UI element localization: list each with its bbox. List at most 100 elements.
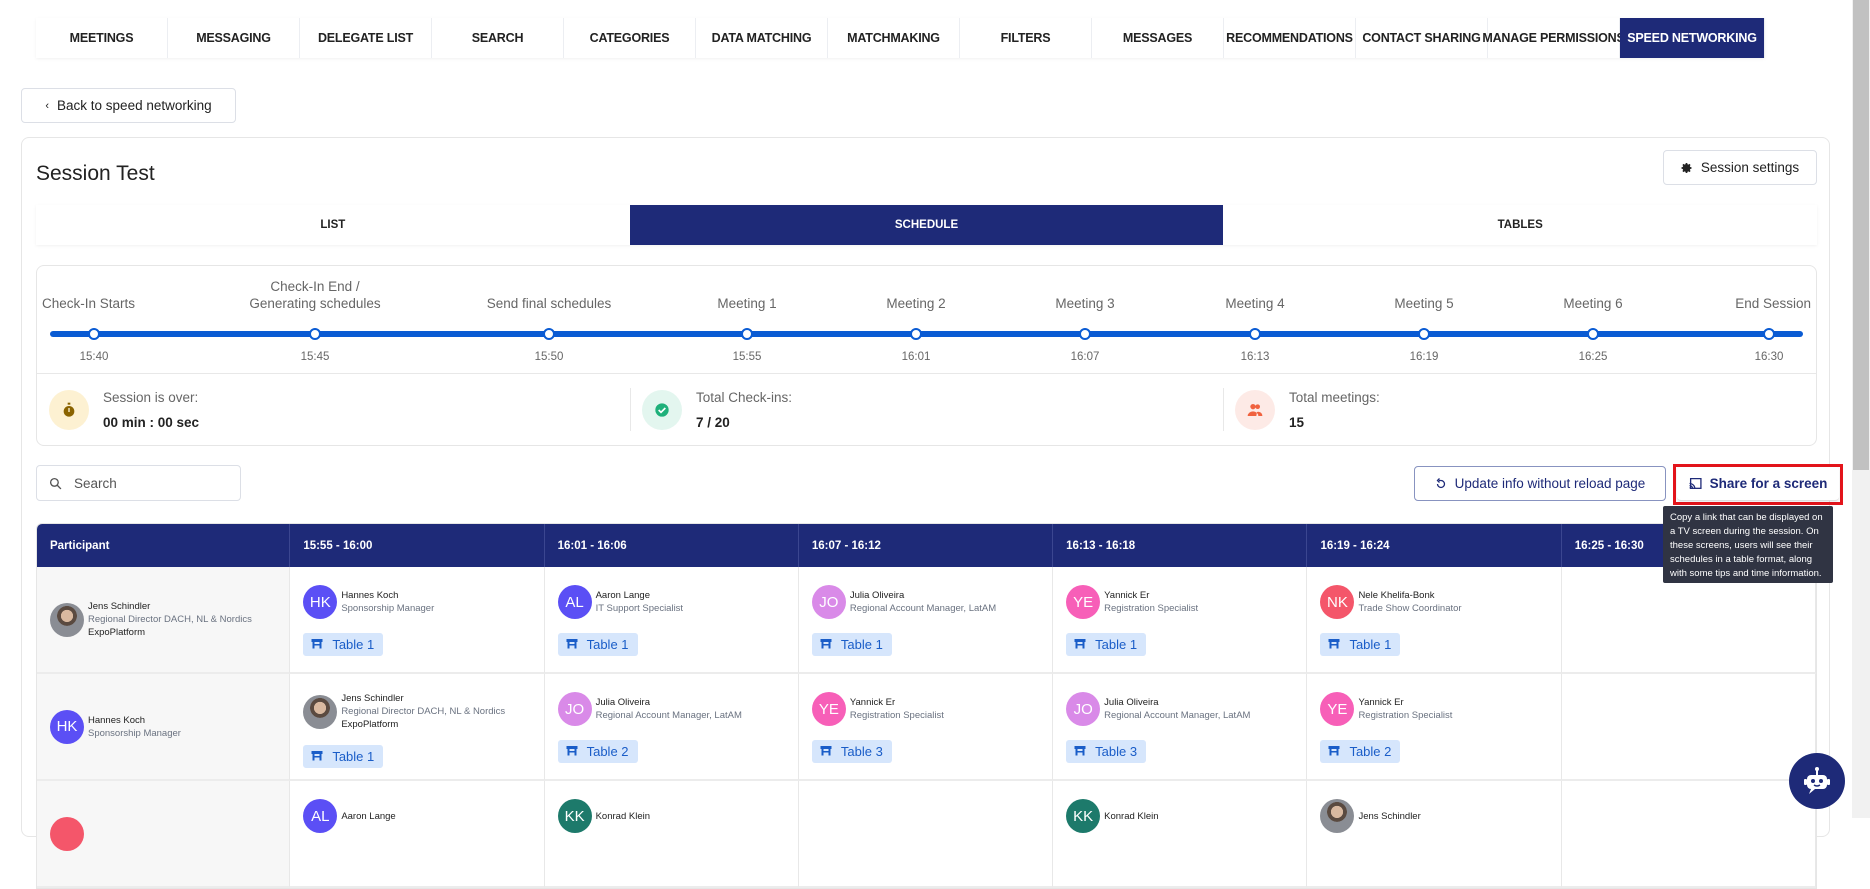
timeline-progress-bar <box>50 331 1803 337</box>
person[interactable]: YE Yannick Er Registration Specialist <box>1320 692 1560 726</box>
timeline-step-marker <box>1763 328 1775 340</box>
person[interactable]: JO Julia Oliveira Regional Account Manager… <box>811 585 1052 619</box>
person[interactable]: JO Julia Oliveira Regional Account Manager… <box>557 692 798 726</box>
column-header: 15:55 - 16:00 <box>290 524 545 567</box>
person-name: Jens Schindler <box>341 693 404 704</box>
timeline-step-marker <box>543 328 555 340</box>
nav-tab-contact-sharing[interactable]: CONTACT SHARING <box>1356 18 1488 58</box>
timeline-step-time: 16:01 <box>901 351 931 363</box>
avatar: HK <box>50 709 84 744</box>
table-chip[interactable]: Table 1 <box>1066 633 1147 656</box>
timeline-step-time: 16:07 <box>1070 351 1100 363</box>
timeline-step-marker <box>309 328 321 340</box>
person[interactable]: Jens Schindler <box>1320 799 1560 833</box>
nav-tab-categories[interactable]: CATEGORIES <box>564 18 696 58</box>
nav-tab-delegate-list[interactable]: DELEGATE LIST <box>300 18 432 58</box>
table-chip[interactable]: Table 1 <box>1320 633 1401 656</box>
meeting-cell: YE Yannick Er Registration Specialist Table… <box>1307 674 1562 781</box>
stopwatch-icon <box>49 389 89 430</box>
person[interactable]: AL Aaron Lange IT Support Specialist <box>557 585 798 619</box>
nav-tab-messaging[interactable]: MESSAGING <box>168 18 300 58</box>
search-input[interactable] <box>74 475 214 491</box>
column-header: 16:01 - 16:06 <box>544 524 799 567</box>
person-info: Nele Khelifa-Bonk Trade Show Coordinator <box>1358 589 1461 615</box>
meeting-cell <box>1561 567 1816 674</box>
person[interactable]: NK Nele Khelifa-Bonk Trade Show Coordinato… <box>1320 585 1560 619</box>
table-chip[interactable]: Table 1 <box>303 633 384 656</box>
person-role: Registration Specialist <box>849 710 944 721</box>
person[interactable] <box>50 816 88 851</box>
table-chip[interactable]: Table 3 <box>811 740 892 763</box>
nav-tab-matchmaking[interactable]: MATCHMAKING <box>828 18 960 58</box>
stat-label: Total meetings: <box>1289 389 1380 405</box>
table-label: Table 3 <box>1095 744 1138 759</box>
session-settings-button[interactable]: Session settings <box>1663 150 1817 185</box>
tab-tables[interactable]: TABLES <box>1223 205 1818 245</box>
table-chip[interactable]: Table 1 <box>811 633 892 656</box>
person[interactable]: JO Julia Oliveira Regional Account Manager… <box>1066 692 1306 726</box>
update-info-button[interactable]: Update info without reload page <box>1414 466 1666 501</box>
person-role: Regional Director DACH, NL & Nordics <box>88 614 252 625</box>
nav-tab-data-matching[interactable]: DATA MATCHING <box>696 18 828 58</box>
nav-tab-speed-networking[interactable]: SPEED NETWORKING <box>1620 18 1765 58</box>
table-label: Table 1 <box>840 637 883 652</box>
person[interactable]: YE Yannick Er Registration Specialist <box>1066 585 1306 619</box>
avatar <box>50 816 84 851</box>
table-chip[interactable]: Table 2 <box>557 740 638 763</box>
table-icon <box>566 637 578 652</box>
person-info: Yannick Er Registration Specialist <box>850 696 944 722</box>
person[interactable]: HK Hannes Koch Sponsorship Manager <box>50 709 181 744</box>
share-for-a-screen-button[interactable]: Share for a screen <box>1677 467 1839 501</box>
table-chip[interactable]: Table 1 <box>557 633 638 656</box>
person-role: Registration Specialist <box>1358 710 1453 721</box>
table-chip[interactable]: Table 3 <box>1066 740 1147 763</box>
top-navigation: MEETINGS MESSAGING DELEGATE LIST SEARCH CATE… <box>36 18 1765 58</box>
person-name: Konrad Klein <box>595 810 650 822</box>
users-icon <box>1235 389 1275 430</box>
person-company: ExpoPlatform <box>341 719 399 730</box>
person-info: Yannick Er Registration Specialist <box>1358 696 1452 722</box>
stat-label: Total Check-ins: <box>696 389 793 405</box>
person[interactable]: KK Konrad Klein <box>557 799 798 833</box>
avatar: JO <box>1066 692 1101 726</box>
back-to-speed-networking-button[interactable]: ‹ Back to speed networking <box>21 88 236 123</box>
person[interactable]: Jens Schindler Regional Director DACH, NL… <box>303 692 543 731</box>
tab-list[interactable]: LIST <box>36 205 630 245</box>
table-icon <box>1074 744 1086 759</box>
meeting-cell: JO Julia Oliveira Regional Account Manager… <box>798 567 1054 674</box>
tab-schedule[interactable]: SCHEDULE <box>629 205 1224 245</box>
person[interactable]: HK Hannes Koch Sponsorship Manager <box>303 585 543 619</box>
nav-tab-manage-permissions[interactable]: MANAGE PERMISSIONS <box>1482 18 1625 58</box>
scrollbar-thumb[interactable] <box>1853 0 1869 470</box>
person[interactable]: Jens Schindler Regional Director DACH, NL… <box>50 600 252 639</box>
nav-tab-search[interactable]: SEARCH <box>432 18 564 58</box>
avatar: YE <box>1066 585 1101 619</box>
person-name: Yannick Er <box>1358 697 1404 708</box>
nav-tab-recommendations[interactable]: RECOMMENDATIONS <box>1224 18 1356 58</box>
person-info: Jens Schindler <box>1358 810 1420 823</box>
table-chip[interactable]: Table 1 <box>303 745 384 768</box>
person[interactable]: KK Konrad Klein <box>1066 799 1306 833</box>
person[interactable]: YE Yannick Er Registration Specialist <box>811 692 1052 726</box>
person[interactable]: AL Aaron Lange <box>303 799 543 833</box>
avatar <box>1320 799 1355 833</box>
table-icon <box>820 744 832 759</box>
column-header: 16:19 - 16:24 <box>1307 524 1562 567</box>
person-name: Jens Schindler <box>88 601 151 612</box>
stat-item: Total meetings: 15 <box>1223 374 1816 445</box>
person-name: Hannes Koch <box>88 714 146 726</box>
person-role: Registration Specialist <box>1104 603 1199 614</box>
person-info: Konrad Klein <box>596 810 650 823</box>
chatbot-button[interactable] <box>1789 753 1845 809</box>
person-info: Aaron Lange <box>341 810 395 823</box>
nav-tab-messages[interactable]: MESSAGES <box>1092 18 1224 58</box>
meeting-cell: NK Nele Khelifa-Bonk Trade Show Coordinato… <box>1307 567 1562 674</box>
timeline-step-time: 15:55 <box>732 351 762 363</box>
nav-tab-meetings[interactable]: MEETINGS <box>36 18 168 58</box>
avatar: KK <box>1066 799 1101 833</box>
table-chip[interactable]: Table 2 <box>1320 740 1401 763</box>
table-label: Table 1 <box>332 749 375 764</box>
search-field[interactable] <box>36 465 241 501</box>
avatar: JO <box>557 692 592 726</box>
nav-tab-filters[interactable]: FILTERS <box>960 18 1092 58</box>
